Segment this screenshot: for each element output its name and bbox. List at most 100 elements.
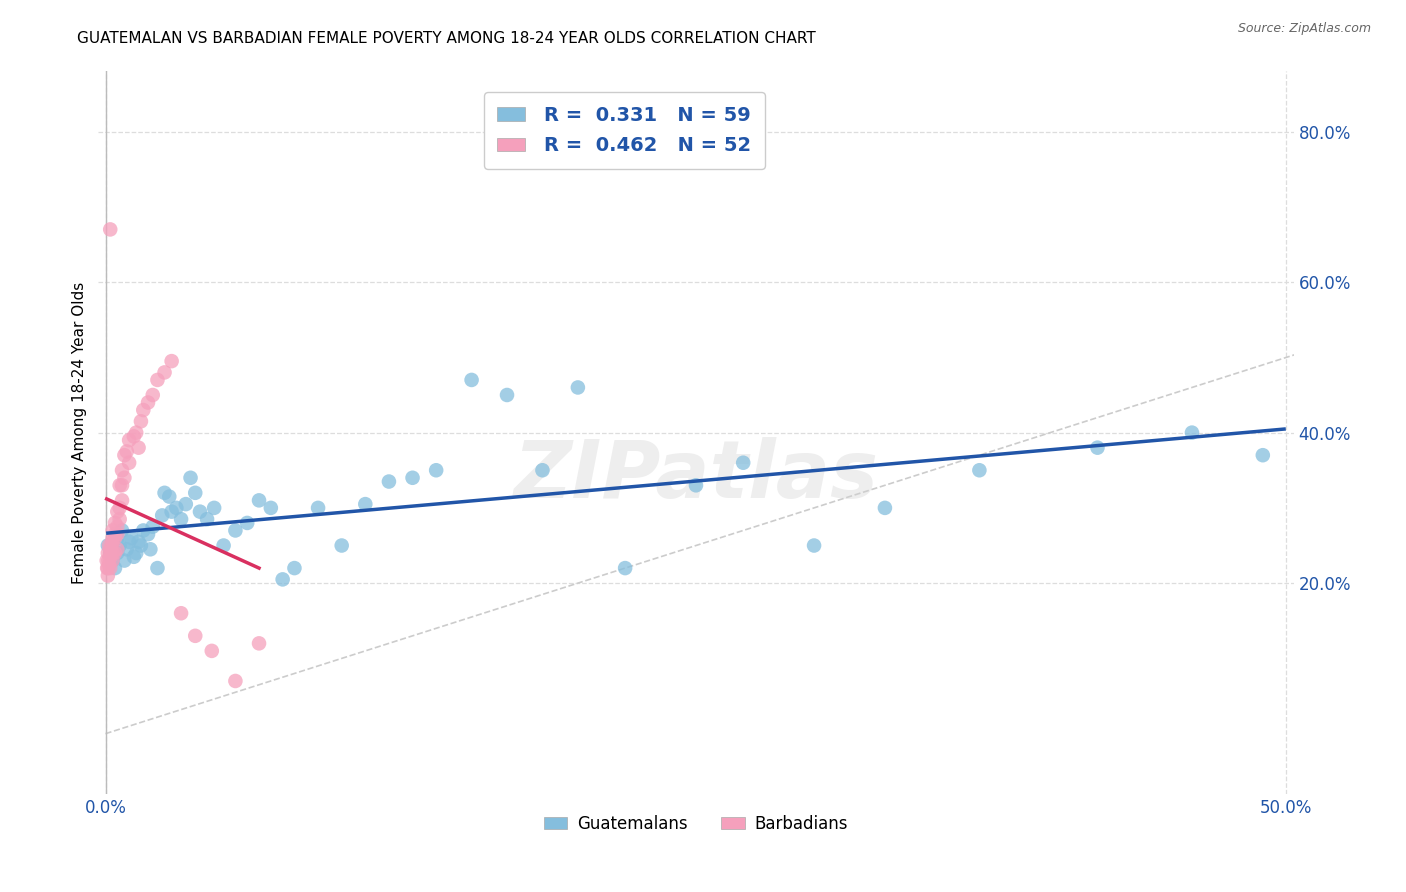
- Point: [97, 539, 120, 553]
- Point: [330, 539, 353, 553]
- Point: [201, 644, 224, 658]
- Point: [150, 508, 173, 523]
- Point: [104, 561, 127, 575]
- Point: [105, 542, 128, 557]
- Point: [128, 534, 150, 549]
- Point: [142, 519, 165, 533]
- Point: [125, 425, 148, 440]
- Point: [128, 441, 150, 455]
- Point: [733, 456, 755, 470]
- Point: [108, 512, 131, 526]
- Point: [195, 512, 218, 526]
- Text: ZIPatlas: ZIPatlas: [513, 437, 879, 515]
- Point: [108, 478, 131, 492]
- Point: [105, 527, 128, 541]
- Point: [98, 558, 121, 572]
- Point: [101, 534, 124, 549]
- Point: [1181, 425, 1204, 440]
- Point: [283, 561, 305, 575]
- Point: [122, 429, 145, 443]
- Point: [460, 373, 482, 387]
- Point: [101, 553, 124, 567]
- Point: [115, 542, 138, 557]
- Point: [1251, 448, 1274, 462]
- Point: [174, 497, 197, 511]
- Point: [100, 539, 122, 553]
- Point: [101, 553, 124, 567]
- Point: [136, 395, 159, 409]
- Point: [98, 222, 121, 236]
- Point: [101, 524, 124, 538]
- Point: [112, 471, 135, 485]
- Point: [118, 433, 141, 447]
- Point: [184, 629, 207, 643]
- Point: [803, 539, 825, 553]
- Point: [112, 448, 135, 462]
- Point: [98, 539, 121, 553]
- Point: [132, 403, 155, 417]
- Point: [307, 500, 329, 515]
- Point: [101, 546, 124, 560]
- Point: [105, 531, 128, 545]
- Point: [160, 354, 183, 368]
- Point: [96, 553, 118, 567]
- Text: GUATEMALAN VS BARBADIAN FEMALE POVERTY AMONG 18-24 YEAR OLDS CORRELATION CHART: GUATEMALAN VS BARBADIAN FEMALE POVERTY A…: [77, 31, 815, 46]
- Point: [425, 463, 447, 477]
- Point: [354, 497, 377, 511]
- Point: [685, 478, 707, 492]
- Point: [236, 516, 259, 530]
- Point: [118, 456, 141, 470]
- Point: [118, 534, 141, 549]
- Point: [378, 475, 401, 489]
- Point: [873, 500, 896, 515]
- Point: [157, 490, 180, 504]
- Point: [105, 505, 128, 519]
- Point: [531, 463, 554, 477]
- Point: [165, 500, 187, 515]
- Point: [132, 524, 155, 538]
- Point: [115, 444, 138, 458]
- Point: [121, 531, 143, 545]
- Point: [112, 553, 135, 567]
- Y-axis label: Female Poverty Among 18-24 Year Olds: Female Poverty Among 18-24 Year Olds: [72, 282, 87, 583]
- Point: [247, 636, 270, 650]
- Point: [104, 516, 127, 530]
- Point: [104, 546, 127, 560]
- Text: Source: ZipAtlas.com: Source: ZipAtlas.com: [1237, 22, 1371, 36]
- Point: [401, 471, 423, 485]
- Point: [184, 485, 207, 500]
- Point: [496, 388, 519, 402]
- Point: [146, 373, 169, 387]
- Point: [180, 471, 202, 485]
- Point: [188, 505, 211, 519]
- Point: [160, 505, 183, 519]
- Point: [98, 549, 121, 564]
- Point: [136, 527, 159, 541]
- Point: [97, 561, 120, 575]
- Point: [125, 546, 148, 560]
- Point: [271, 573, 294, 587]
- Point: [129, 539, 152, 553]
- Point: [122, 549, 145, 564]
- Point: [129, 414, 152, 428]
- Point: [212, 539, 235, 553]
- Point: [104, 527, 127, 541]
- Point: [101, 531, 124, 545]
- Point: [139, 542, 162, 557]
- Point: [108, 500, 131, 515]
- Point: [105, 519, 128, 533]
- Point: [97, 568, 120, 582]
- Point: [98, 546, 121, 560]
- Point: [96, 561, 118, 575]
- Point: [142, 388, 165, 402]
- Point: [247, 493, 270, 508]
- Point: [170, 512, 193, 526]
- Point: [567, 380, 589, 394]
- Point: [1087, 441, 1109, 455]
- Point: [97, 553, 120, 567]
- Point: [104, 531, 127, 545]
- Point: [111, 478, 134, 492]
- Point: [969, 463, 991, 477]
- Legend: Guatemalans, Barbadians: Guatemalans, Barbadians: [537, 808, 855, 839]
- Point: [111, 524, 134, 538]
